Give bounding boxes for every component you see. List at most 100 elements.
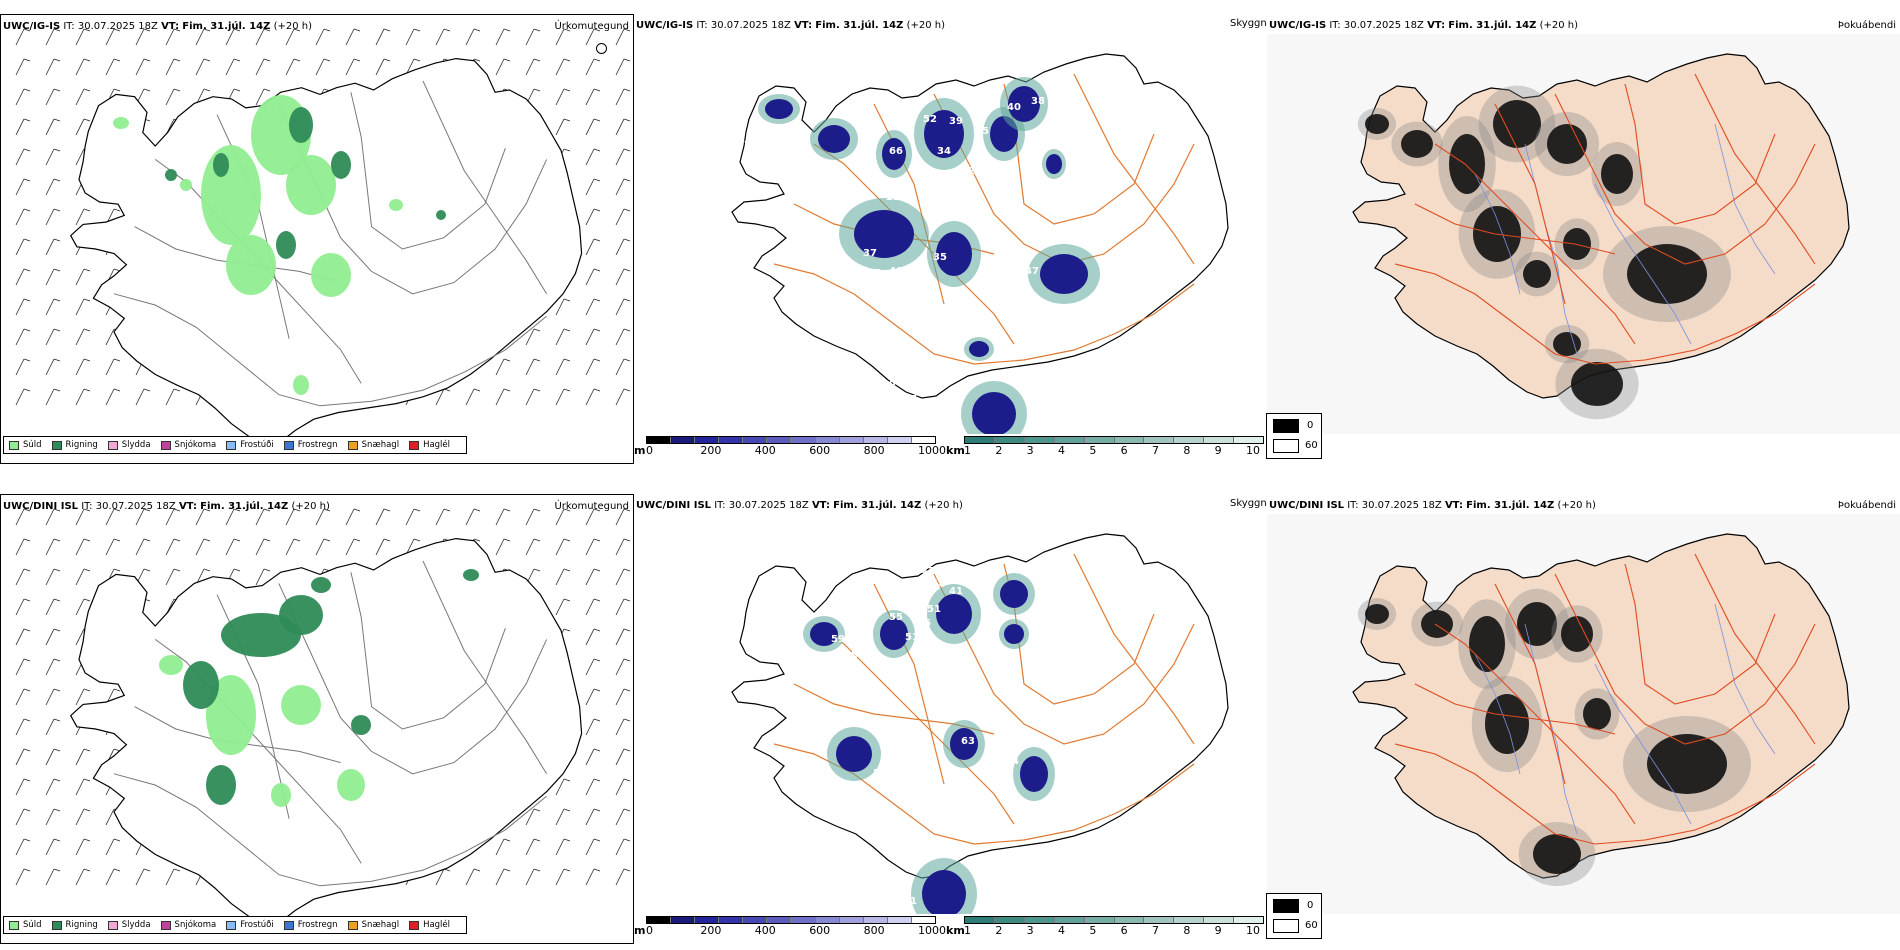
legend-label: Snjókoma xyxy=(174,920,217,930)
wind-barb-flag xyxy=(263,88,271,92)
wind-barb-flag xyxy=(263,538,271,542)
wind-barb xyxy=(285,28,295,46)
wind-barb-flag xyxy=(53,328,61,332)
ceiling-visibility-panel-bottom: 47 38 45 41 51 46 55 51 61 47 59 50 58 90 25 63 64 55 57 51… xyxy=(634,494,1267,944)
wind-barb xyxy=(15,598,25,616)
wind-barb-flag xyxy=(53,148,61,152)
wind-barb xyxy=(615,148,625,166)
wind-barb-flag xyxy=(23,808,31,812)
iceland-coastline xyxy=(69,537,583,925)
legend-label: Snjókoma xyxy=(174,440,217,450)
colorbar-bin xyxy=(1024,437,1055,443)
precip-patch xyxy=(159,655,183,675)
wind-barb xyxy=(105,508,115,526)
wind-barb-flag xyxy=(293,58,301,62)
wind-barb-flag xyxy=(23,538,31,542)
precip-patch xyxy=(389,199,403,211)
road-line xyxy=(1434,143,1636,345)
wind-barb-flag xyxy=(593,568,601,572)
legend-swatch xyxy=(9,440,19,450)
wind-barb-flag xyxy=(143,508,151,512)
colorbar-tick: 600 xyxy=(809,444,831,457)
cloud-base-label: 110 xyxy=(886,192,907,203)
wind-barb xyxy=(75,298,85,316)
cloud-base-patch xyxy=(836,736,872,772)
wind-barb-flag xyxy=(593,718,601,722)
wind-barb-flag xyxy=(563,358,571,362)
colorbar-bin xyxy=(791,917,816,923)
wind-barb xyxy=(555,118,565,136)
road-line xyxy=(422,560,548,775)
wind-barb-flag xyxy=(23,748,31,752)
colorbar-bin xyxy=(1054,437,1085,443)
precip-patch xyxy=(311,577,331,593)
wind-barb-flag xyxy=(593,688,601,692)
wind-barb-flag xyxy=(473,28,481,32)
wind-barb xyxy=(225,58,235,76)
wind-barb xyxy=(525,808,535,826)
wind-barb-flag xyxy=(593,58,601,62)
wind-barb-flag xyxy=(23,658,31,662)
wind-barb-flag xyxy=(23,118,31,122)
road-line xyxy=(1494,583,1566,785)
panel-header: UWC/DINI ISL IT: 30.07.2025 18Z VT: Fim.… xyxy=(636,500,963,511)
wind-barb xyxy=(495,838,505,856)
wind-barb xyxy=(45,748,55,766)
wind-barb-flag xyxy=(623,328,631,332)
wind-barb xyxy=(15,208,25,226)
wind-barb-flag xyxy=(203,58,211,62)
wind-barb xyxy=(45,88,55,106)
precip-patch xyxy=(289,107,313,143)
wind-barb xyxy=(585,28,595,46)
wind-barb xyxy=(555,808,565,826)
wind-barb-flag xyxy=(23,268,31,272)
legend-swatch xyxy=(409,920,420,930)
wind-barb xyxy=(75,208,85,226)
colorbar-bin xyxy=(839,437,864,443)
precip-type-panel-bottom: UWC/DINI ISL IT: 30.07.2025 18Z VT: Fim.… xyxy=(0,494,634,944)
wind-barb xyxy=(615,358,625,376)
cloud-base-label: 59 xyxy=(831,634,845,645)
cloud-base-patch xyxy=(969,341,989,357)
wind-barb-flag xyxy=(83,838,91,842)
wind-barb xyxy=(345,58,355,76)
legend-item: Slydda xyxy=(107,920,151,930)
cloud-base-label: 45 xyxy=(931,578,945,589)
wind-barb-flag xyxy=(83,568,91,572)
wind-barb xyxy=(255,58,265,76)
precip-patch xyxy=(113,117,129,129)
wind-barb-flag xyxy=(293,508,301,512)
wind-barb xyxy=(225,28,235,46)
colorbar-bin xyxy=(1234,917,1264,923)
precip-patch xyxy=(351,715,371,735)
cloud-base-label: 55 xyxy=(889,612,903,623)
cloud-base-label: 37 xyxy=(791,146,805,157)
wind-barb xyxy=(45,568,55,586)
wind-barb xyxy=(195,58,205,76)
wind-barb-flag xyxy=(383,538,391,542)
panel-title: Þokuábendi xyxy=(1837,500,1896,511)
wind-barb xyxy=(375,538,385,556)
wind-barb-flag xyxy=(143,868,151,872)
river-network xyxy=(1474,123,1776,355)
legend-item: Súld xyxy=(9,920,42,930)
wind-barb xyxy=(555,298,565,316)
wind-barb-flag xyxy=(413,538,421,542)
wind-barb-flag xyxy=(623,628,631,632)
wind-barb xyxy=(75,28,85,46)
road-line xyxy=(113,293,547,407)
wind-barb-flag xyxy=(23,868,31,872)
colorbar-tick: 0 xyxy=(646,924,653,937)
cloud-base-patch xyxy=(924,110,964,158)
legend-swatch xyxy=(283,920,294,930)
wind-barb-flag xyxy=(113,388,121,392)
colorbar-tick: 400 xyxy=(754,924,776,937)
river-line xyxy=(1714,603,1776,755)
wind-barb-flag xyxy=(593,238,601,242)
wind-barb xyxy=(345,538,355,556)
fog-map-top xyxy=(1267,34,1900,434)
wind-barb-flag xyxy=(53,808,61,812)
wind-barb-flag xyxy=(53,268,61,272)
wind-barb-flag xyxy=(563,28,571,32)
wind-barb-flag xyxy=(323,538,331,542)
